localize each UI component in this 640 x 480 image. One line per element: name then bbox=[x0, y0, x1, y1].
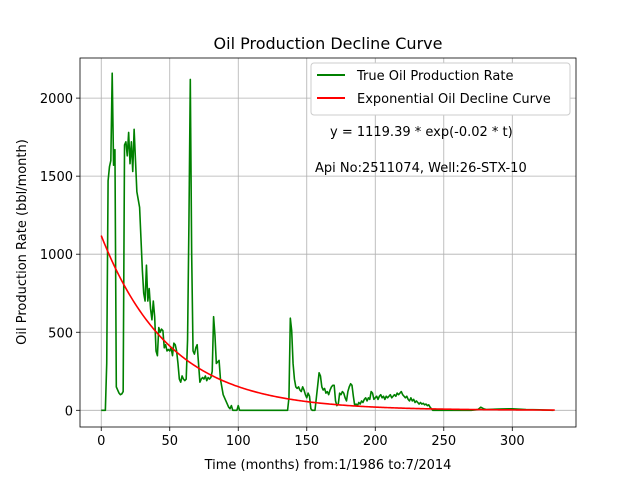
legend-label-exp-curve: Exponential Oil Decline Curve bbox=[357, 92, 551, 107]
x-tick-label: 0 bbox=[97, 434, 105, 449]
x-tick-label: 200 bbox=[363, 434, 388, 449]
y-tick-label: 2000 bbox=[40, 92, 73, 107]
grid bbox=[80, 58, 576, 427]
legend-box bbox=[310, 62, 571, 116]
series-line-exponential-oil-decline-curve bbox=[100, 235, 555, 411]
y-tick-label: 0 bbox=[65, 404, 73, 419]
y-tick-label: 1500 bbox=[40, 170, 73, 185]
series-layer bbox=[100, 72, 555, 412]
axes-frame bbox=[79, 57, 577, 428]
legend: True Oil Production Rate Exponential Oil… bbox=[310, 62, 571, 116]
series-line-true-oil-production-rate bbox=[101, 72, 554, 412]
x-tick-label: 300 bbox=[500, 434, 525, 449]
y-axis-label: Oil Production Rate (bbl/month) bbox=[15, 139, 30, 345]
legend-label-true-rate: True Oil Production Rate bbox=[356, 69, 513, 84]
equation-annotation: y = 1119.39 * exp(-0.02 * t) bbox=[330, 125, 513, 140]
x-tick-label: 100 bbox=[226, 434, 251, 449]
y-tick-label: 1000 bbox=[40, 248, 73, 263]
x-axis-label: Time (months) from:1/1986 to:7/2014 bbox=[204, 458, 452, 473]
well-annotation: Api No:2511074, Well:26-STX-10 bbox=[315, 161, 527, 176]
x-tick-label: 250 bbox=[431, 434, 456, 449]
ticks: 0 50 100 150 200 250 300 0 500 1000 1500 2000 bbox=[40, 92, 525, 449]
chart-title: Oil Production Decline Curve bbox=[214, 34, 443, 53]
y-tick-label: 500 bbox=[48, 326, 73, 341]
x-tick-label: 50 bbox=[161, 434, 178, 449]
x-tick-label: 150 bbox=[294, 434, 319, 449]
